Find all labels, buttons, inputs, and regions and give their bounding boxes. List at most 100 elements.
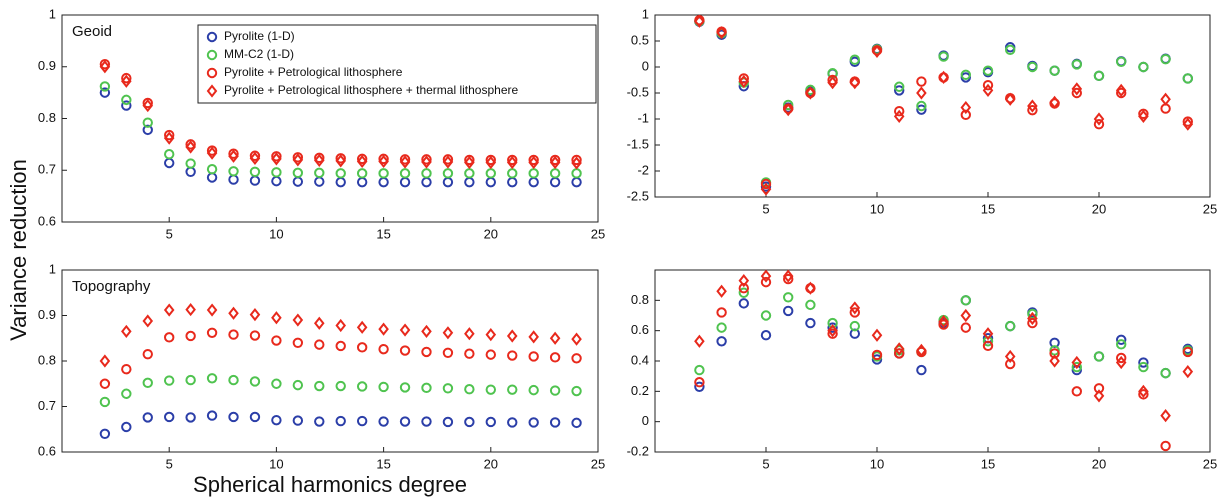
data-point xyxy=(1071,87,1083,99)
data-point xyxy=(982,340,994,352)
data-point xyxy=(1071,82,1083,96)
y-tick-label: 0.8 xyxy=(38,110,56,125)
data-point xyxy=(760,276,772,288)
data-point xyxy=(916,86,927,100)
data-point xyxy=(121,363,132,375)
data-point xyxy=(1116,352,1127,364)
data-point xyxy=(485,154,496,166)
data-point xyxy=(421,416,432,427)
data-point xyxy=(849,54,860,65)
data-point xyxy=(121,72,132,84)
data-point xyxy=(121,100,132,111)
data-point xyxy=(464,168,475,179)
data-point xyxy=(1093,351,1105,362)
data-point xyxy=(1027,317,1038,329)
data-point xyxy=(1004,349,1016,364)
data-point xyxy=(1138,361,1149,373)
data-point xyxy=(292,379,304,391)
data-point xyxy=(849,75,861,90)
data-point xyxy=(694,377,705,388)
data-point xyxy=(1182,365,1194,379)
data-point xyxy=(121,421,132,433)
data-point xyxy=(694,14,705,28)
data-point xyxy=(507,417,518,428)
y-tick-label: 0.9 xyxy=(38,307,56,322)
data-point xyxy=(805,281,816,295)
data-point xyxy=(378,154,389,169)
data-point xyxy=(716,322,727,333)
data-point xyxy=(164,149,175,160)
data-point xyxy=(314,152,325,164)
data-point xyxy=(783,292,794,303)
data-point xyxy=(1049,95,1060,109)
data-point xyxy=(1182,116,1194,127)
data-point xyxy=(571,154,582,166)
data-point xyxy=(356,153,368,165)
y-tick-label: 0.7 xyxy=(38,162,56,177)
data-point xyxy=(1071,59,1083,70)
data-point xyxy=(507,350,518,361)
x-tick-label: 20 xyxy=(484,456,498,471)
data-point xyxy=(399,323,411,337)
data-point xyxy=(1138,109,1149,124)
data-point xyxy=(528,351,539,362)
data-point xyxy=(421,154,432,165)
data-point xyxy=(783,273,794,285)
data-point xyxy=(1005,358,1016,370)
x-tick-label: 15 xyxy=(981,201,995,216)
legend-marker xyxy=(206,84,218,98)
data-point xyxy=(485,349,496,360)
legend-label: Pyrolite + Petrological lithosphere xyxy=(224,65,403,79)
data-point xyxy=(1138,61,1149,73)
data-point xyxy=(760,182,772,196)
data-point xyxy=(1071,386,1083,397)
data-point xyxy=(99,378,111,389)
data-point xyxy=(783,99,794,111)
data-point xyxy=(249,330,261,341)
data-point xyxy=(206,303,218,317)
data-point xyxy=(249,376,261,387)
data-point xyxy=(164,375,175,386)
data-point xyxy=(549,155,561,170)
data-point xyxy=(228,166,239,177)
panel-title: Topography xyxy=(72,278,151,295)
data-point xyxy=(356,342,368,353)
data-point xyxy=(164,129,175,141)
data-point xyxy=(1005,44,1016,56)
data-point xyxy=(185,330,196,342)
y-tick-label: 0.7 xyxy=(38,398,56,413)
y-tick-label: 0.4 xyxy=(631,352,649,367)
data-point xyxy=(378,343,389,355)
data-point xyxy=(464,384,475,395)
data-point xyxy=(760,330,772,341)
data-point xyxy=(571,156,582,170)
data-point xyxy=(399,154,411,165)
data-point xyxy=(442,155,454,169)
data-point xyxy=(528,417,539,428)
data-point xyxy=(206,146,218,160)
data-point xyxy=(99,60,111,74)
data-point xyxy=(378,322,389,336)
data-point xyxy=(938,51,949,62)
y-tick-label: -1 xyxy=(637,110,649,125)
x-tick-label: 10 xyxy=(870,456,884,471)
data-point xyxy=(485,416,496,428)
data-point xyxy=(206,164,218,175)
data-point xyxy=(1116,87,1127,99)
panel-title: Geoid xyxy=(72,23,112,40)
data-point xyxy=(738,74,750,89)
data-point xyxy=(827,317,838,329)
data-point xyxy=(271,167,282,178)
data-point xyxy=(1116,56,1127,67)
data-point xyxy=(571,332,582,346)
data-point xyxy=(485,155,497,170)
data-point xyxy=(485,168,496,179)
data-point xyxy=(378,381,389,393)
data-point xyxy=(185,140,196,154)
x-tick-label: 15 xyxy=(376,226,390,241)
data-point xyxy=(142,412,153,423)
data-point xyxy=(1027,311,1038,326)
data-point xyxy=(378,416,389,427)
data-point xyxy=(228,374,239,386)
